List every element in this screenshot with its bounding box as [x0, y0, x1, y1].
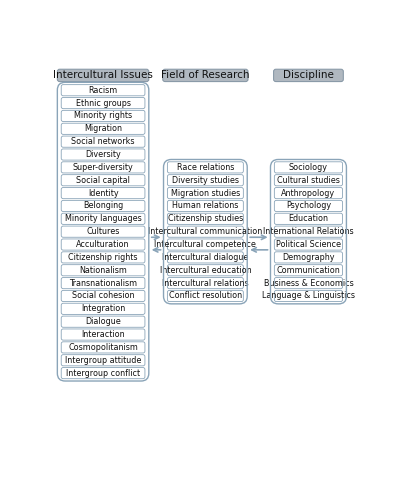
FancyBboxPatch shape — [61, 368, 145, 378]
FancyBboxPatch shape — [61, 252, 145, 263]
FancyBboxPatch shape — [167, 252, 243, 263]
Text: Social cohesion: Social cohesion — [72, 292, 134, 300]
FancyBboxPatch shape — [61, 162, 145, 173]
FancyBboxPatch shape — [274, 226, 343, 237]
Text: Communication: Communication — [276, 266, 340, 274]
Text: Diversity studies: Diversity studies — [172, 176, 239, 184]
Text: Political Science: Political Science — [276, 240, 341, 249]
Text: Intercultural communication: Intercultural communication — [148, 227, 262, 236]
Text: Intergroup attitude: Intergroup attitude — [65, 356, 141, 365]
Text: Racism: Racism — [88, 86, 118, 94]
Text: Field of Research: Field of Research — [161, 70, 249, 81]
FancyBboxPatch shape — [274, 69, 343, 82]
FancyBboxPatch shape — [167, 213, 243, 224]
FancyBboxPatch shape — [167, 174, 243, 186]
FancyBboxPatch shape — [61, 316, 145, 328]
Text: Integration: Integration — [81, 304, 125, 314]
Text: Business & Economics: Business & Economics — [264, 278, 353, 287]
FancyBboxPatch shape — [274, 188, 343, 198]
Text: Ethnic groups: Ethnic groups — [76, 98, 131, 108]
Text: Intercultural dialogue: Intercultural dialogue — [162, 253, 249, 262]
FancyBboxPatch shape — [61, 342, 145, 353]
FancyBboxPatch shape — [61, 329, 145, 340]
FancyBboxPatch shape — [61, 290, 145, 302]
FancyBboxPatch shape — [274, 162, 343, 173]
FancyBboxPatch shape — [61, 174, 145, 186]
Text: Discipline: Discipline — [283, 70, 334, 81]
FancyBboxPatch shape — [274, 252, 343, 263]
Text: Nationalism: Nationalism — [79, 266, 127, 274]
Text: Intercultural relations: Intercultural relations — [162, 278, 249, 287]
FancyBboxPatch shape — [163, 69, 248, 82]
FancyBboxPatch shape — [167, 290, 243, 302]
Text: Education: Education — [289, 214, 328, 224]
FancyBboxPatch shape — [61, 213, 145, 224]
Text: Citizenship rights: Citizenship rights — [69, 253, 138, 262]
Text: Diversity: Diversity — [85, 150, 121, 159]
Text: Psychology: Psychology — [286, 202, 331, 210]
Text: Cultural studies: Cultural studies — [277, 176, 340, 184]
Text: Social networks: Social networks — [71, 137, 135, 146]
FancyBboxPatch shape — [274, 290, 343, 302]
Text: Intercultural education: Intercultural education — [160, 266, 251, 274]
FancyBboxPatch shape — [61, 123, 145, 134]
Text: Intercultural competence: Intercultural competence — [154, 240, 256, 249]
Text: International Relations: International Relations — [263, 227, 354, 236]
Text: Cosmopolitanism: Cosmopolitanism — [68, 343, 138, 352]
Text: Race relations: Race relations — [177, 163, 234, 172]
Text: Cultures: Cultures — [86, 227, 120, 236]
Text: Sociology: Sociology — [289, 163, 328, 172]
FancyBboxPatch shape — [274, 200, 343, 211]
FancyBboxPatch shape — [167, 226, 243, 237]
FancyBboxPatch shape — [61, 188, 145, 198]
FancyBboxPatch shape — [61, 264, 145, 276]
FancyBboxPatch shape — [167, 188, 243, 198]
FancyBboxPatch shape — [274, 213, 343, 224]
FancyBboxPatch shape — [61, 239, 145, 250]
Text: Minority rights: Minority rights — [74, 112, 132, 120]
Text: Language & Linguistics: Language & Linguistics — [262, 292, 355, 300]
Text: Identity: Identity — [88, 188, 118, 198]
Text: Demography: Demography — [282, 253, 335, 262]
Text: Minority languages: Minority languages — [65, 214, 141, 224]
FancyBboxPatch shape — [61, 226, 145, 237]
Text: Acculturation: Acculturation — [76, 240, 130, 249]
Text: Human relations: Human relations — [172, 202, 239, 210]
FancyBboxPatch shape — [61, 136, 145, 147]
FancyBboxPatch shape — [167, 200, 243, 211]
Text: Conflict resolution: Conflict resolution — [169, 292, 242, 300]
Text: Migration: Migration — [84, 124, 122, 134]
FancyBboxPatch shape — [61, 278, 145, 288]
FancyBboxPatch shape — [167, 264, 243, 276]
Text: Super-diversity: Super-diversity — [73, 163, 133, 172]
Text: Migration studies: Migration studies — [171, 188, 240, 198]
Text: Transnationalism: Transnationalism — [69, 278, 137, 287]
FancyBboxPatch shape — [167, 162, 243, 173]
FancyBboxPatch shape — [274, 174, 343, 186]
Text: Dialogue: Dialogue — [85, 317, 121, 326]
FancyBboxPatch shape — [57, 69, 149, 82]
FancyBboxPatch shape — [61, 98, 145, 108]
FancyBboxPatch shape — [61, 84, 145, 96]
FancyBboxPatch shape — [61, 149, 145, 160]
FancyBboxPatch shape — [61, 110, 145, 122]
FancyBboxPatch shape — [61, 200, 145, 211]
FancyBboxPatch shape — [61, 354, 145, 366]
FancyBboxPatch shape — [274, 239, 343, 250]
FancyBboxPatch shape — [167, 239, 243, 250]
Text: Intercultural Issues: Intercultural Issues — [53, 70, 153, 81]
FancyBboxPatch shape — [274, 264, 343, 276]
FancyBboxPatch shape — [61, 303, 145, 314]
Text: Belonging: Belonging — [83, 202, 123, 210]
Text: Social capital: Social capital — [76, 176, 130, 184]
Text: Anthropology: Anthropology — [281, 188, 336, 198]
FancyBboxPatch shape — [274, 278, 343, 288]
Text: Citizenship studies: Citizenship studies — [168, 214, 243, 224]
Text: Intergroup conflict: Intergroup conflict — [66, 368, 140, 378]
Text: Interaction: Interaction — [81, 330, 125, 339]
FancyBboxPatch shape — [167, 278, 243, 288]
